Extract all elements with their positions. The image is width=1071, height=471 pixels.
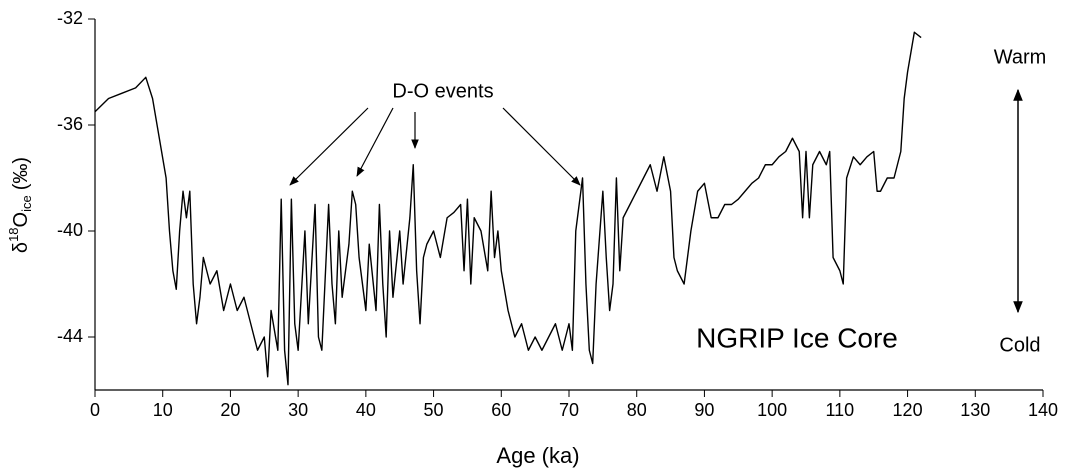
x-tick-label: 130 [960,400,990,420]
x-tick-label: 100 [757,400,787,420]
x-tick-label: 30 [288,400,308,420]
y-label-sub: ice [19,195,34,212]
arrow [289,107,369,186]
y-tick-label: -44 [57,326,83,346]
y-label-base: δ [10,242,32,253]
x-axis-label: Age (ka) [496,443,579,468]
annotation: Warm [994,46,1047,68]
x-tick-label: 70 [559,400,579,420]
annotation: D-O events [392,80,493,102]
y-label-sup: 18 [6,227,21,241]
x-tick-label: 20 [220,400,240,420]
annotation: NGRIP Ice Core [696,322,898,353]
x-tick-label: 40 [356,400,376,420]
arrow [502,107,581,186]
x-tick-label: 80 [627,400,647,420]
x-tick-label: 90 [694,400,714,420]
x-tick-label: 140 [1028,400,1058,420]
y-tick-label: -32 [57,8,83,28]
annotation: Cold [999,334,1040,356]
y-label-main: O [10,212,32,228]
x-tick-label: 50 [424,400,444,420]
x-tick-label: 60 [491,400,511,420]
y-tick-label: -40 [57,220,83,240]
x-tick-label: 0 [90,400,100,420]
arrow [356,107,394,177]
x-tick-label: 10 [153,400,173,420]
y-tick-label: -36 [57,114,83,134]
data-line [94,31,922,386]
y-label-unit: (‰) [10,157,32,190]
x-tick-label: 110 [826,400,855,420]
y-axis-label: δ18Oice (‰) [6,157,34,253]
x-tick-label: 120 [893,400,923,420]
